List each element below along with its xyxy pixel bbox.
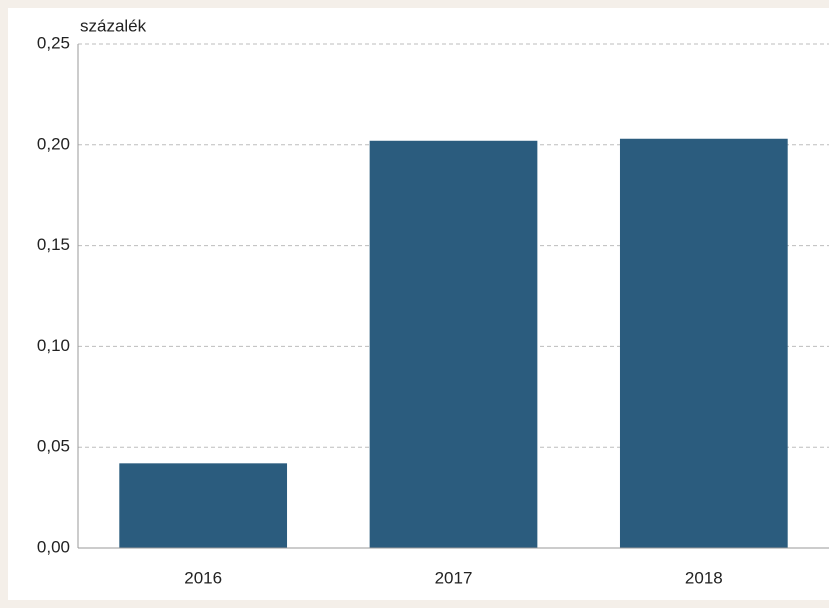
y-tick-label: 0,20	[37, 134, 70, 153]
bar	[619, 138, 788, 548]
x-tick-label: 2018	[685, 568, 723, 587]
x-tick-label: 2016	[184, 568, 222, 587]
y-tick-label: 0,15	[37, 235, 70, 254]
y-tick-label: 0,00	[37, 537, 70, 556]
y-tick-label: 0,25	[37, 33, 70, 52]
y-tick-label: 0,10	[37, 336, 70, 355]
bar	[369, 140, 538, 548]
y-axis-label: százalék	[80, 16, 147, 35]
bar	[119, 463, 288, 548]
x-tick-label: 2017	[435, 568, 473, 587]
y-tick-label: 0,05	[37, 437, 70, 456]
